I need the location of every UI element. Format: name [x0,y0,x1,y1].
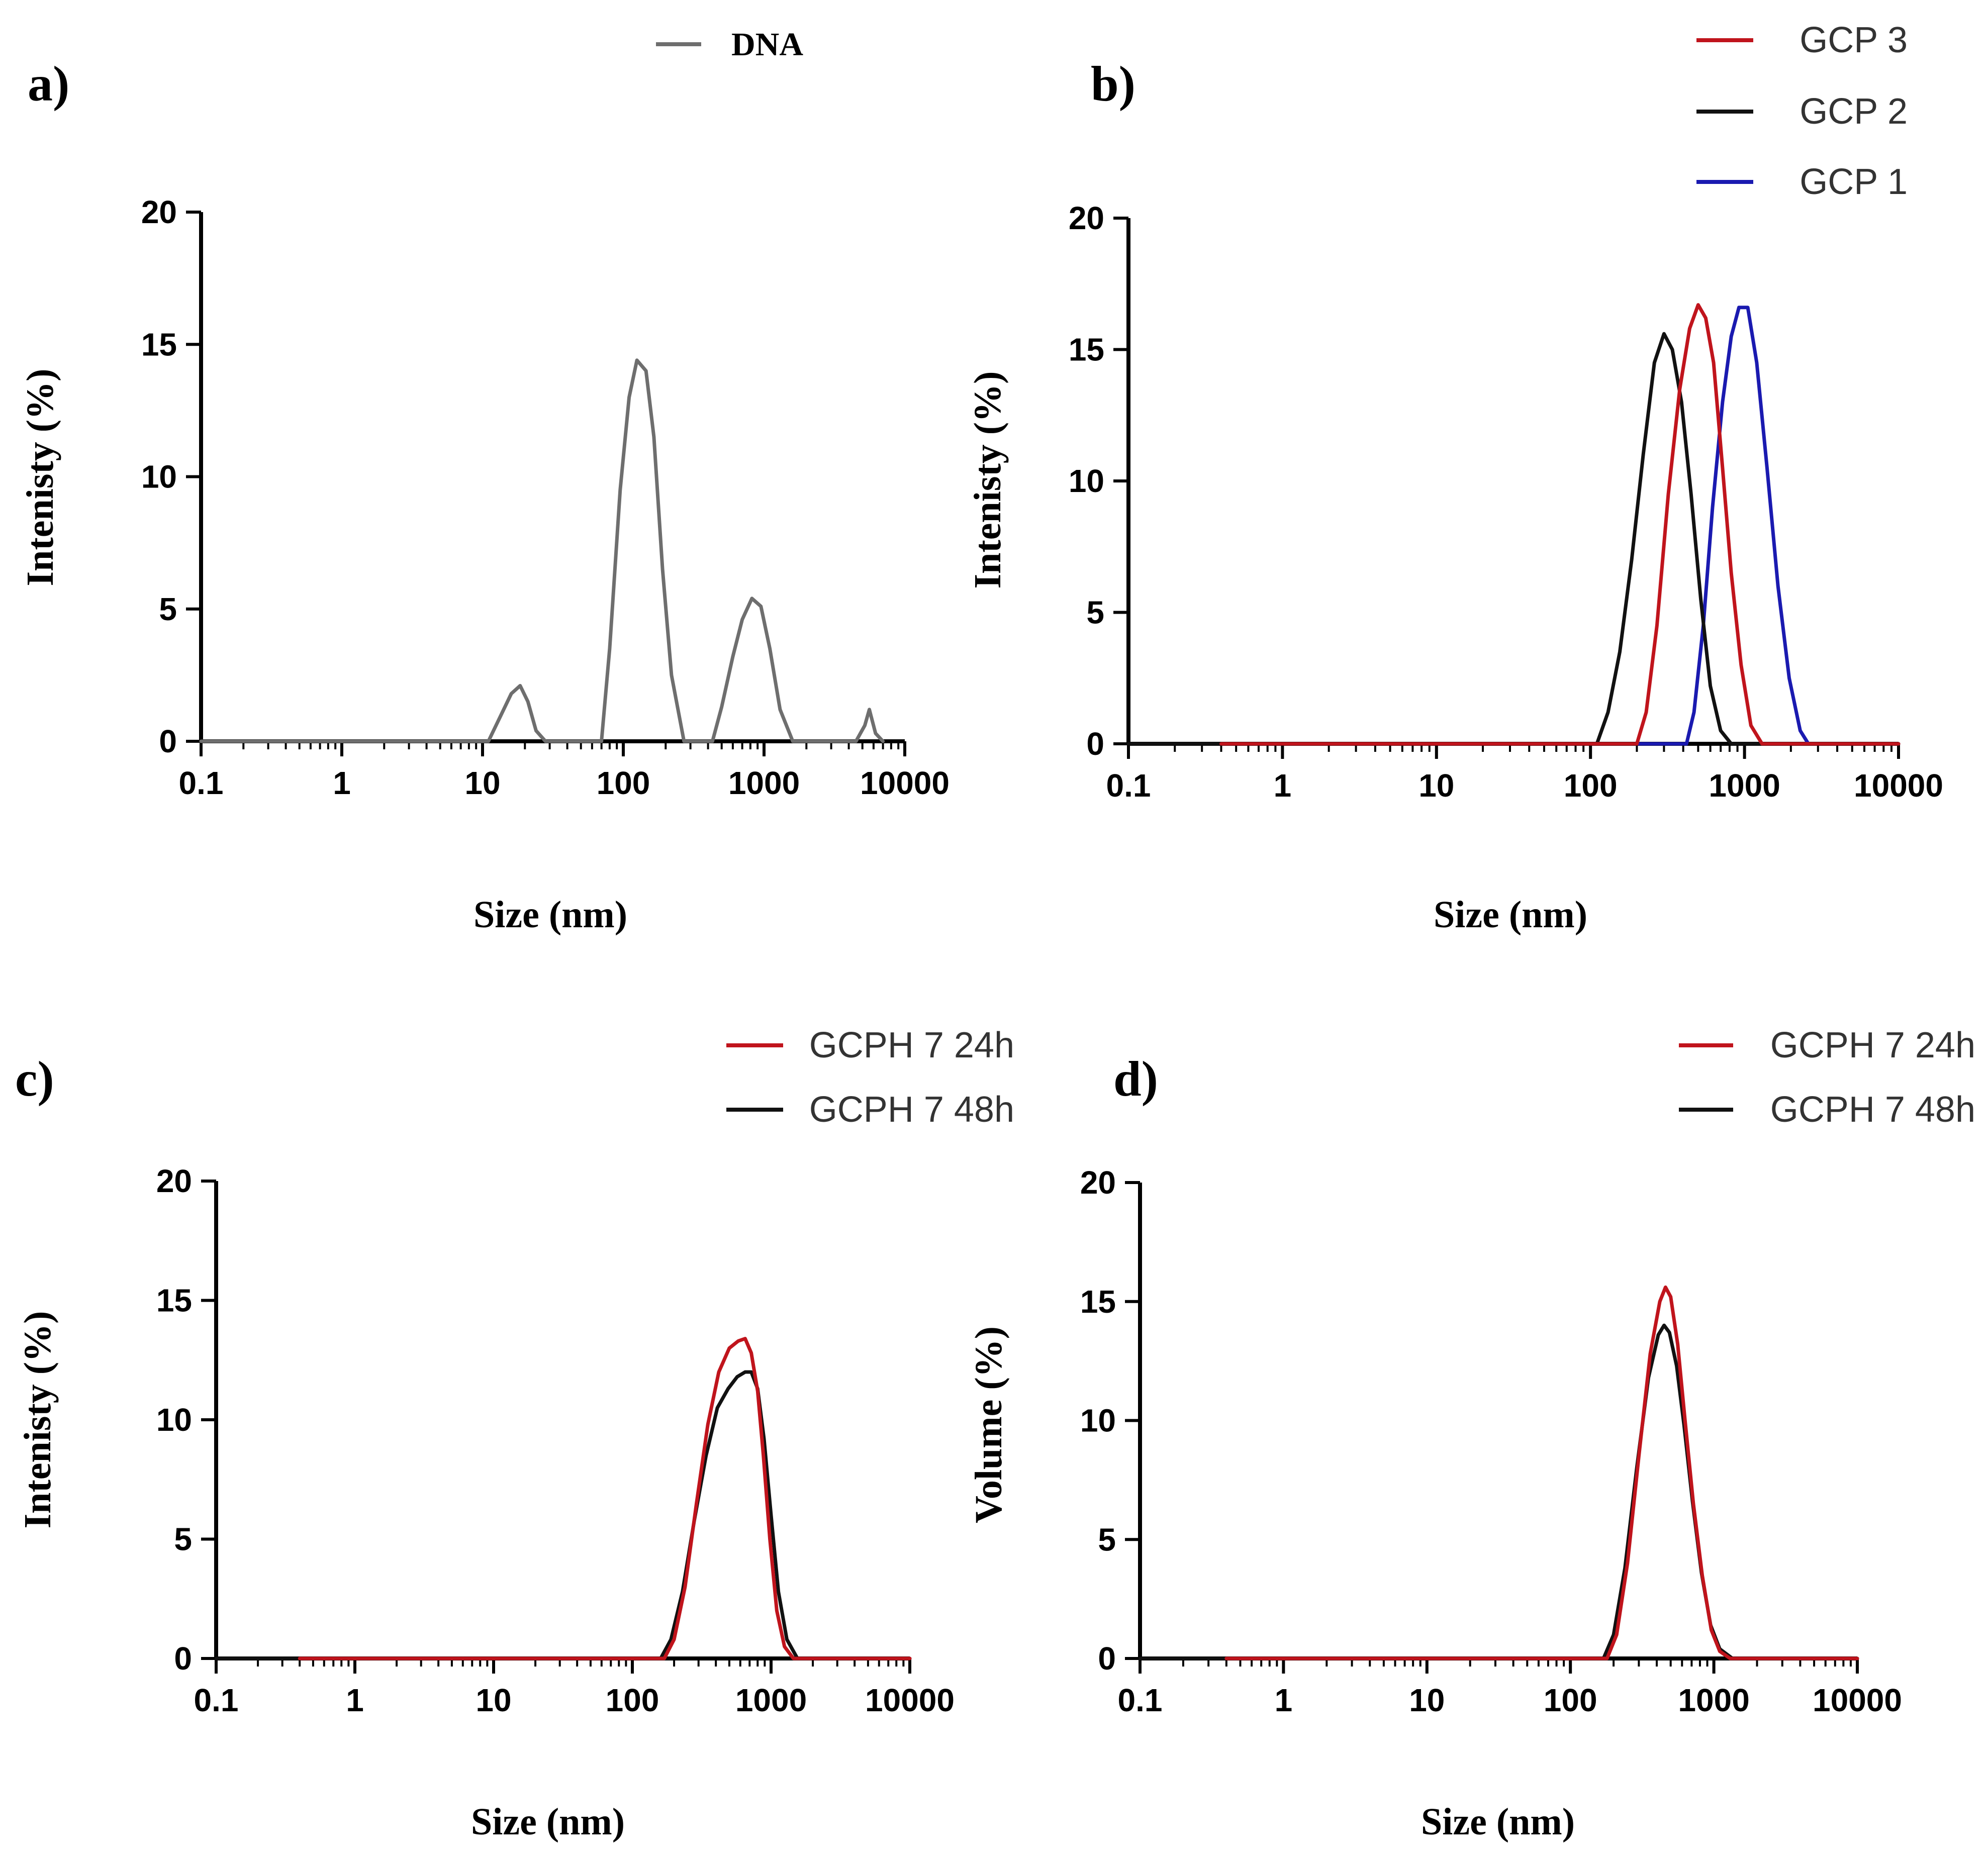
x-tick-label: 10000 [860,765,950,801]
x-tick-label: 10 [476,1682,511,1718]
x-tick-label: 100 [1564,767,1618,804]
legend-entry: GCPH 7 48h [809,1090,1014,1130]
x-tick-label: 10000 [1813,1682,1902,1718]
y-tick-label: 5 [1086,595,1104,631]
y-tick-label: 15 [1069,332,1104,368]
y-tick-label: 0 [1086,726,1104,762]
series-line-dna [199,358,885,743]
x-tick-label: 1 [1275,1682,1293,1718]
x-tick-label: 100 [606,1682,659,1718]
x-axis-label: Size (nm) [1434,894,1587,936]
chart-panel-d: d) 0.1 1 10 100 1000 10000 0 5 10 15 20 Size (nm) Vol… [968,1025,1975,1843]
x-tick-label: 10 [464,765,500,801]
y-axis-label: Volume (%) [968,1326,1010,1523]
y-axis-label: Intenisty (%) [17,1311,59,1529]
y-tick-label: 0 [1098,1640,1116,1677]
x-tick-label: 1000 [1678,1682,1749,1718]
series-line-gcp-2 [1126,332,1901,746]
legend-entry: DNA [731,26,803,63]
x-tick-label: 1 [333,765,351,801]
x-tick-label: 1 [1274,767,1292,804]
legend-entry: GCP 2 [1800,91,1908,132]
y-tick-label: 20 [1069,200,1104,236]
x-tick-label: 0.1 [1118,1682,1163,1718]
x-tick-label: 10000 [865,1682,955,1718]
y-tick-label: 10 [1069,463,1104,499]
chart-panel-c: c) 0.1 1 10 100 1000 10000 0 5 10 15 20 Size (nm) Int… [15,1025,1014,1843]
y-tick-label: 20 [156,1163,192,1199]
chart-panel-b: b) 0.1 1 10 100 1000 10000 0 5 10 15 20 Size (nm) Int… [967,20,1943,936]
x-axis-label: Size (nm) [471,1801,625,1843]
y-tick-label: 20 [1080,1164,1116,1201]
x-tick-label: 1000 [735,1682,807,1718]
x-tick-label: 0.1 [179,765,224,801]
legend-entry: GCPH 7 24h [1770,1025,1975,1065]
panel-label: c) [15,1051,54,1107]
x-tick-label: 10 [1409,1682,1445,1718]
y-axis-label: Intenisty (%) [967,371,1009,589]
y-tick-label: 15 [141,326,177,362]
y-tick-label: 15 [156,1283,192,1319]
legend-entry: GCPH 7 24h [809,1025,1014,1065]
series-line-gcph-7-24h [298,1337,912,1660]
y-tick-label: 5 [159,591,177,627]
y-tick-label: 15 [1080,1284,1116,1320]
legend-entry: GCPH 7 48h [1770,1090,1975,1130]
chart-panel-a: a) 0.1 1 10 100 1000 10000 0 5 10 15 20 Size (nm) Int… [19,26,950,936]
x-tick-label: 0.1 [194,1682,239,1718]
y-axis-label: Intenisty (%) [19,369,61,586]
panel-label: a) [28,56,69,112]
y-tick-label: 5 [1098,1521,1116,1557]
x-tick-label: 0.1 [1106,767,1151,804]
y-tick-label: 10 [156,1402,192,1438]
x-axis-label: Size (nm) [474,894,627,936]
panel-label: b) [1091,56,1135,112]
x-tick-label: 1000 [728,765,800,801]
y-tick-label: 0 [174,1640,192,1677]
series-line-gcp-3 [1219,303,1901,746]
x-tick-label: 10 [1418,767,1454,804]
y-tick-label: 5 [174,1521,192,1557]
x-tick-label: 100 [597,765,650,801]
y-tick-label: 10 [1080,1403,1116,1439]
x-axis-label: Size (nm) [1421,1801,1575,1843]
y-tick-label: 20 [141,194,177,230]
x-tick-label: 1 [346,1682,364,1718]
x-tick-label: 100 [1544,1682,1597,1718]
x-tick-label: 10000 [1854,767,1943,804]
legend-entry: GCP 1 [1800,162,1908,202]
x-tick-label: 1000 [1709,767,1780,804]
y-tick-label: 10 [141,459,177,495]
panel-label: d) [1113,1051,1158,1107]
legend-entry: GCP 3 [1800,20,1908,60]
series-line-gcph-7-48h [214,1370,912,1660]
series-line-gcp-1 [1219,306,1901,746]
y-tick-label: 0 [159,723,177,759]
series-line-gcph-7-24h [1224,1285,1859,1660]
series-line-gcph-7-48h [1138,1323,1859,1660]
